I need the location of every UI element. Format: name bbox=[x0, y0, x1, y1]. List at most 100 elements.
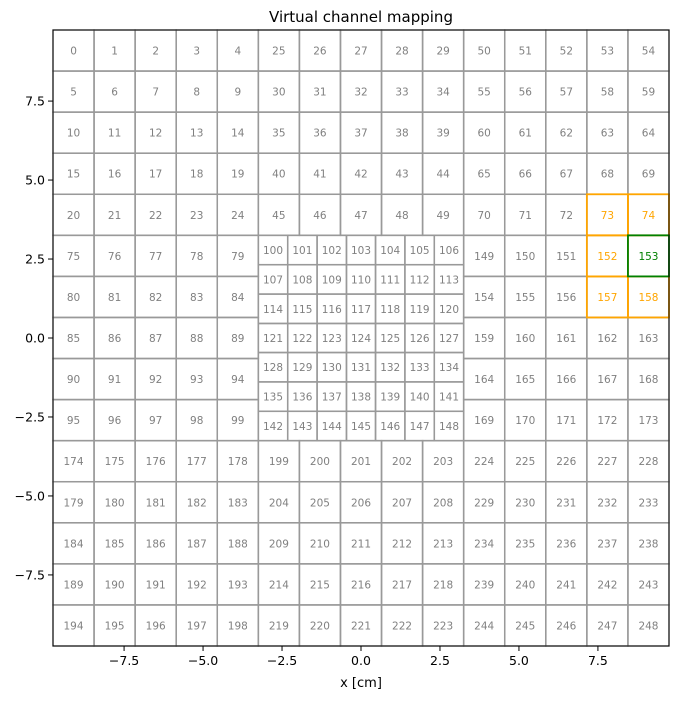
channel-label-199: 199 bbox=[269, 456, 289, 468]
channel-label-105: 105 bbox=[410, 245, 430, 257]
channel-label-9: 9 bbox=[234, 87, 241, 99]
channel-label-210: 210 bbox=[310, 538, 330, 550]
channel-label-231: 231 bbox=[556, 497, 576, 509]
channel-label-233: 233 bbox=[638, 497, 658, 509]
channel-label-164: 164 bbox=[474, 374, 494, 386]
channel-label-226: 226 bbox=[556, 456, 576, 468]
channel-label-60: 60 bbox=[478, 128, 491, 140]
channel-label-55: 55 bbox=[478, 87, 491, 99]
channel-label-111: 111 bbox=[380, 274, 400, 286]
channel-label-138: 138 bbox=[351, 392, 371, 404]
y-axis-ticks: 7.5 5.0 2.5 0.0 −2.5 −5.0 −7.5 bbox=[15, 94, 53, 582]
channel-label-82: 82 bbox=[149, 292, 162, 304]
channel-label-87: 87 bbox=[149, 333, 162, 345]
channel-label-17: 17 bbox=[149, 169, 162, 181]
channel-label-150: 150 bbox=[515, 251, 535, 263]
channel-label-30: 30 bbox=[272, 87, 285, 99]
channel-label-62: 62 bbox=[560, 128, 573, 140]
channel-label-191: 191 bbox=[146, 579, 166, 591]
channel-label-89: 89 bbox=[231, 333, 244, 345]
channel-label-156: 156 bbox=[556, 292, 576, 304]
channel-label-77: 77 bbox=[149, 251, 162, 263]
channel-label-163: 163 bbox=[638, 333, 658, 345]
channel-label-42: 42 bbox=[354, 169, 367, 181]
channel-label-238: 238 bbox=[638, 538, 658, 550]
channel-label-7: 7 bbox=[152, 87, 159, 99]
channel-label-61: 61 bbox=[519, 128, 532, 140]
channel-label-125: 125 bbox=[380, 333, 400, 345]
channel-label-95: 95 bbox=[67, 415, 80, 427]
channel-label-35: 35 bbox=[272, 128, 285, 140]
channel-label-6: 6 bbox=[111, 87, 118, 99]
channel-label-203: 203 bbox=[433, 456, 453, 468]
channel-label-197: 197 bbox=[187, 620, 207, 632]
channel-label-227: 227 bbox=[597, 456, 617, 468]
channel-label-96: 96 bbox=[108, 415, 122, 427]
channel-label-15: 15 bbox=[67, 169, 80, 181]
channel-label-100: 100 bbox=[263, 245, 283, 257]
x-tick-label: −2.5 bbox=[267, 653, 297, 668]
channel-label-171: 171 bbox=[556, 415, 576, 427]
channel-label-116: 116 bbox=[322, 304, 342, 316]
channel-label-220: 220 bbox=[310, 620, 330, 632]
channel-label-104: 104 bbox=[380, 245, 400, 257]
channel-label-136: 136 bbox=[292, 392, 312, 404]
channel-label-179: 179 bbox=[64, 497, 84, 509]
channel-label-217: 217 bbox=[392, 579, 412, 591]
channel-label-206: 206 bbox=[351, 497, 371, 509]
channel-label-86: 86 bbox=[108, 333, 122, 345]
channel-label-24: 24 bbox=[231, 210, 245, 222]
channel-label-141: 141 bbox=[439, 392, 459, 404]
channel-label-19: 19 bbox=[231, 169, 244, 181]
y-tick-label: 0.0 bbox=[25, 331, 45, 346]
x-tick-label: 7.5 bbox=[588, 653, 608, 668]
channel-label-79: 79 bbox=[231, 251, 244, 263]
channel-label-174: 174 bbox=[64, 456, 84, 468]
channel-label-65: 65 bbox=[478, 169, 491, 181]
channel-label-99: 99 bbox=[231, 415, 244, 427]
channel-label-143: 143 bbox=[292, 421, 312, 433]
channel-label-228: 228 bbox=[638, 456, 658, 468]
channel-label-46: 46 bbox=[313, 210, 327, 222]
channel-label-221: 221 bbox=[351, 620, 371, 632]
channel-label-41: 41 bbox=[313, 169, 326, 181]
channel-label-153: 153 bbox=[638, 251, 658, 263]
channel-label-33: 33 bbox=[395, 87, 408, 99]
y-tick-label: 2.5 bbox=[25, 252, 45, 267]
channel-label-166: 166 bbox=[556, 374, 576, 386]
channel-label-51: 51 bbox=[519, 46, 532, 58]
channel-label-148: 148 bbox=[439, 421, 459, 433]
channel-label-93: 93 bbox=[190, 374, 203, 386]
channel-label-173: 173 bbox=[638, 415, 658, 427]
channel-label-224: 224 bbox=[474, 456, 494, 468]
channel-label-32: 32 bbox=[354, 87, 367, 99]
channel-label-212: 212 bbox=[392, 538, 412, 550]
channel-label-204: 204 bbox=[269, 497, 289, 509]
channel-label-185: 185 bbox=[105, 538, 125, 550]
channel-label-121: 121 bbox=[263, 333, 283, 345]
x-tick-label: 0.0 bbox=[351, 653, 371, 668]
channel-label-157: 157 bbox=[597, 292, 617, 304]
channel-label-205: 205 bbox=[310, 497, 330, 509]
channel-label-18: 18 bbox=[190, 169, 203, 181]
channel-label-248: 248 bbox=[638, 620, 658, 632]
channel-label-223: 223 bbox=[433, 620, 453, 632]
channel-label-101: 101 bbox=[292, 245, 312, 257]
y-tick-label: −5.0 bbox=[15, 488, 45, 503]
channel-label-194: 194 bbox=[64, 620, 84, 632]
x-tick-label: −7.5 bbox=[109, 653, 139, 668]
channel-label-38: 38 bbox=[395, 128, 408, 140]
channel-label-230: 230 bbox=[515, 497, 535, 509]
channel-label-67: 67 bbox=[560, 169, 573, 181]
channel-label-128: 128 bbox=[263, 362, 283, 374]
channel-label-196: 196 bbox=[146, 620, 166, 632]
channel-label-26: 26 bbox=[313, 46, 327, 58]
channel-label-64: 64 bbox=[642, 128, 656, 140]
channel-label-135: 135 bbox=[263, 392, 283, 404]
channel-label-22: 22 bbox=[149, 210, 162, 222]
channel-label-211: 211 bbox=[351, 538, 371, 550]
channel-label-81: 81 bbox=[108, 292, 121, 304]
channel-label-202: 202 bbox=[392, 456, 412, 468]
x-tick-label: 5.0 bbox=[509, 653, 529, 668]
channel-label-129: 129 bbox=[292, 362, 312, 374]
